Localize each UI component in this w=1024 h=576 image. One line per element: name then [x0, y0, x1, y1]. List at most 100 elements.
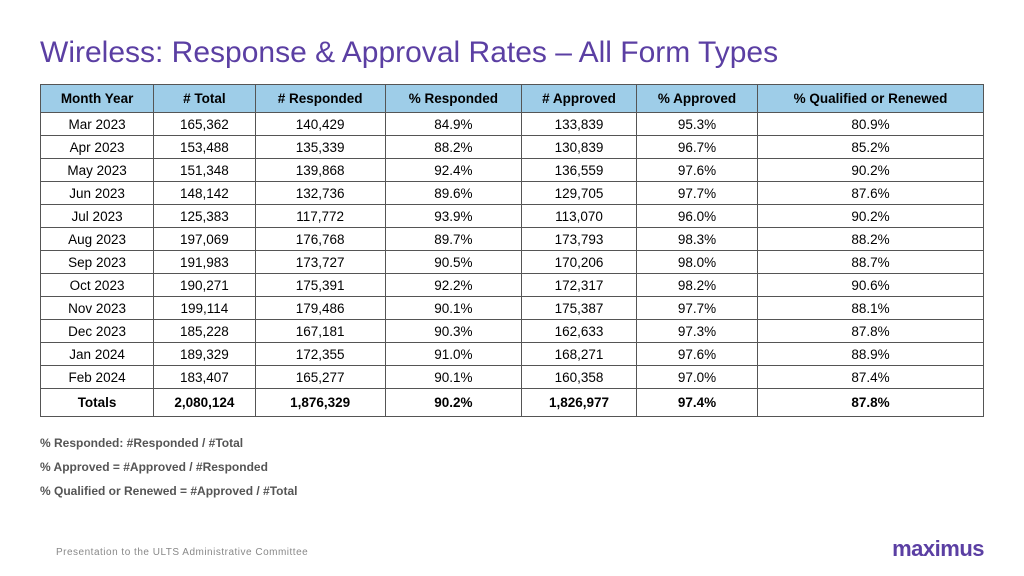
- table-cell: 167,181: [255, 320, 385, 343]
- table-row: Nov 2023199,114179,48690.1%175,38797.7%8…: [41, 297, 984, 320]
- table-cell: 199,114: [154, 297, 255, 320]
- table-cell: 129,705: [522, 182, 637, 205]
- table-cell: 160,358: [522, 366, 637, 389]
- totals-cell: 90.2%: [385, 389, 521, 417]
- table-head: Month Year# Total# Responded% Responded#…: [41, 85, 984, 113]
- col-header: % Approved: [636, 85, 757, 113]
- table-cell: 165,362: [154, 113, 255, 136]
- table-cell: 97.0%: [636, 366, 757, 389]
- table-row: Jan 2024189,329172,35591.0%168,27197.6%8…: [41, 343, 984, 366]
- table-cell: 88.9%: [758, 343, 984, 366]
- note-line: % Responded: #Responded / #Total: [40, 431, 984, 455]
- table-cell: 148,142: [154, 182, 255, 205]
- table-row: Apr 2023153,488135,33988.2%130,83996.7%8…: [41, 136, 984, 159]
- slide-title: Wireless: Response & Approval Rates – Al…: [40, 36, 984, 70]
- totals-cell: 97.4%: [636, 389, 757, 417]
- slide-container: Wireless: Response & Approval Rates – Al…: [0, 0, 1024, 503]
- table-cell: 97.7%: [636, 297, 757, 320]
- note-line: % Approved = #Approved / #Responded: [40, 455, 984, 479]
- table-cell: Sep 2023: [41, 251, 154, 274]
- table-cell: Dec 2023: [41, 320, 154, 343]
- table-cell: 87.8%: [758, 320, 984, 343]
- table-cell: 183,407: [154, 366, 255, 389]
- table-cell: 176,768: [255, 228, 385, 251]
- table-row: Oct 2023190,271175,39192.2%172,31798.2%9…: [41, 274, 984, 297]
- table-row: Jul 2023125,383117,77293.9%113,07096.0%9…: [41, 205, 984, 228]
- table-row: May 2023151,348139,86892.4%136,55997.6%9…: [41, 159, 984, 182]
- table-row: Mar 2023165,362140,42984.9%133,83995.3%8…: [41, 113, 984, 136]
- table-cell: Aug 2023: [41, 228, 154, 251]
- table-cell: 90.2%: [758, 205, 984, 228]
- formula-notes: % Responded: #Responded / #Total% Approv…: [40, 431, 984, 503]
- table-cell: 90.6%: [758, 274, 984, 297]
- table-cell: 191,983: [154, 251, 255, 274]
- table-cell: 170,206: [522, 251, 637, 274]
- table-cell: 175,387: [522, 297, 637, 320]
- col-header: % Qualified or Renewed: [758, 85, 984, 113]
- table-cell: 125,383: [154, 205, 255, 228]
- table-cell: Mar 2023: [41, 113, 154, 136]
- table-cell: 173,727: [255, 251, 385, 274]
- totals-cell: 1,826,977: [522, 389, 637, 417]
- table-cell: 98.0%: [636, 251, 757, 274]
- table-cell: 89.7%: [385, 228, 521, 251]
- table-cell: 89.6%: [385, 182, 521, 205]
- table-cell: 97.6%: [636, 343, 757, 366]
- table-body: Mar 2023165,362140,42984.9%133,83995.3%8…: [41, 113, 984, 417]
- table-cell: 97.6%: [636, 159, 757, 182]
- table-cell: 96.0%: [636, 205, 757, 228]
- table-cell: 88.1%: [758, 297, 984, 320]
- table-cell: 185,228: [154, 320, 255, 343]
- note-line: % Qualified or Renewed = #Approved / #To…: [40, 479, 984, 503]
- col-header: % Responded: [385, 85, 521, 113]
- table-cell: 153,488: [154, 136, 255, 159]
- table-cell: 96.7%: [636, 136, 757, 159]
- table-cell: 90.5%: [385, 251, 521, 274]
- table-cell: 87.4%: [758, 366, 984, 389]
- table-cell: 95.3%: [636, 113, 757, 136]
- table-row: Aug 2023197,069176,76889.7%173,79398.3%8…: [41, 228, 984, 251]
- totals-cell: Totals: [41, 389, 154, 417]
- totals-cell: 87.8%: [758, 389, 984, 417]
- footer-text: Presentation to the ULTS Administrative …: [56, 547, 308, 558]
- table-cell: May 2023: [41, 159, 154, 182]
- table-cell: 168,271: [522, 343, 637, 366]
- table-cell: Apr 2023: [41, 136, 154, 159]
- table-cell: 93.9%: [385, 205, 521, 228]
- col-header: # Responded: [255, 85, 385, 113]
- table-cell: 140,429: [255, 113, 385, 136]
- table-cell: 189,329: [154, 343, 255, 366]
- table-cell: 98.2%: [636, 274, 757, 297]
- data-table: Month Year# Total# Responded% Responded#…: [40, 84, 984, 417]
- table-cell: 84.9%: [385, 113, 521, 136]
- table-row: Feb 2024183,407165,27790.1%160,35897.0%8…: [41, 366, 984, 389]
- totals-cell: 2,080,124: [154, 389, 255, 417]
- table-cell: 90.1%: [385, 366, 521, 389]
- table-cell: Jun 2023: [41, 182, 154, 205]
- table-cell: 98.3%: [636, 228, 757, 251]
- table-cell: 175,391: [255, 274, 385, 297]
- totals-row: Totals2,080,1241,876,32990.2%1,826,97797…: [41, 389, 984, 417]
- col-header: # Approved: [522, 85, 637, 113]
- table-cell: 132,736: [255, 182, 385, 205]
- table-cell: 133,839: [522, 113, 637, 136]
- table-row: Dec 2023185,228167,18190.3%162,63397.3%8…: [41, 320, 984, 343]
- table-cell: 90.1%: [385, 297, 521, 320]
- table-cell: 190,271: [154, 274, 255, 297]
- table-cell: 90.3%: [385, 320, 521, 343]
- table-cell: 88.7%: [758, 251, 984, 274]
- table-cell: 85.2%: [758, 136, 984, 159]
- table-cell: 92.2%: [385, 274, 521, 297]
- table-cell: 172,355: [255, 343, 385, 366]
- table-cell: 136,559: [522, 159, 637, 182]
- table-cell: 92.4%: [385, 159, 521, 182]
- table-cell: 80.9%: [758, 113, 984, 136]
- table-cell: 139,868: [255, 159, 385, 182]
- table-cell: 88.2%: [385, 136, 521, 159]
- table-cell: 90.2%: [758, 159, 984, 182]
- col-header: Month Year: [41, 85, 154, 113]
- table-cell: Feb 2024: [41, 366, 154, 389]
- totals-cell: 1,876,329: [255, 389, 385, 417]
- table-row: Jun 2023148,142132,73689.6%129,70597.7%8…: [41, 182, 984, 205]
- table-cell: 162,633: [522, 320, 637, 343]
